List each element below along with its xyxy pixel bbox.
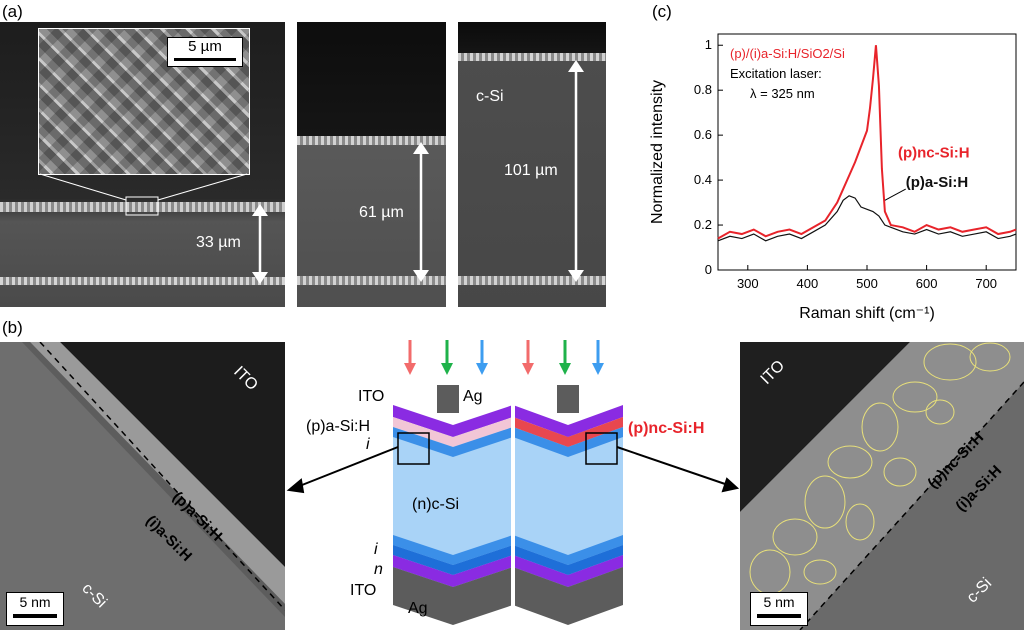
tem-left-scale-bar: [13, 614, 57, 618]
bottom-surface-band: [0, 277, 285, 285]
tem-left-layers: [22, 342, 285, 617]
zoom-arrows: [286, 446, 740, 494]
thickness-101-label: 101 µm: [504, 162, 558, 179]
schematic-ito-top-label: ITO: [358, 388, 385, 405]
top-surface-band: [297, 136, 446, 145]
cell-schematic: [286, 340, 740, 625]
inset-scale-label: 5 µm: [188, 38, 222, 55]
panel-c-label: (c): [652, 2, 672, 21]
thickness-101-arrow: [568, 60, 584, 282]
top-surface-band: [458, 53, 606, 61]
device-left: [393, 385, 513, 625]
schematic-p-ncsi-label: (p)nc-Si:H: [628, 420, 705, 437]
laser-annotation: Excitation laser:: [730, 66, 822, 81]
y-tick-label: 0.6: [694, 127, 712, 142]
tem-right-scale-bar: [757, 614, 801, 618]
device-right: [513, 385, 623, 625]
inset-scale-bar: [174, 58, 236, 61]
thickness-61-arrow: [413, 142, 429, 282]
tem-right-scale-label: 5 nm: [763, 594, 795, 610]
tem-right-layers: [740, 342, 1024, 630]
schematic-n-bot-label: n: [374, 561, 383, 578]
sem-inset: 5 µm: [38, 28, 250, 175]
tem-left-scale-box: 5 nm: [6, 592, 64, 626]
schematic-i-top-label: i: [366, 436, 370, 453]
tem-left-scale-label: 5 nm: [19, 594, 51, 610]
x-axis-label: Raman shift (cm⁻¹): [799, 305, 935, 322]
csi-label: c-Si: [476, 88, 504, 105]
y-tick-label: 0.4: [694, 172, 712, 187]
schematic-ag-bot-label: Ag: [408, 600, 428, 617]
y-tick-label: 1: [705, 37, 712, 52]
schematic-p-asi-label: (p)a-Si:H: [306, 418, 371, 435]
light-arrows: [404, 340, 604, 375]
y-tick-label: 0: [705, 262, 712, 277]
thickness-61-label: 61 µm: [359, 204, 404, 221]
lambda-annotation: λ = 325 nm: [750, 86, 815, 101]
schematic-ag-top-label: Ag: [463, 388, 483, 405]
sem-image-61um: 61 µm: [297, 22, 446, 307]
y-tick-label: 0.8: [694, 82, 712, 97]
schematic-nc-si-label: (n)c-Si: [412, 496, 460, 513]
panel-b-label: (b): [2, 318, 23, 337]
x-tick-label: 400: [797, 276, 819, 291]
series-label-pasi: (p)a-Si:H: [906, 174, 969, 191]
series-label-pnc: (p)nc-Si:H: [898, 145, 970, 162]
thickness-33-label: 33 µm: [196, 234, 241, 251]
series-line: [717, 45, 1017, 240]
schematic-ito-bot-label: ITO: [350, 582, 377, 599]
x-tick-label: 700: [975, 276, 997, 291]
series-line: [717, 195, 1017, 242]
y-tick-label: 0.2: [694, 217, 712, 232]
nanocrystal-outlines: [749, 342, 1011, 595]
raman-chart: 300 400 500 600 700 0 0.2 0.4 0.6 0.8 1 Raman shift…: [649, 33, 1017, 322]
bottom-surface-band: [297, 276, 446, 285]
sem-image-101um: c-Si 101 µm: [458, 22, 606, 307]
bottom-surface-band: [458, 276, 606, 285]
top-surface-band: [0, 202, 285, 212]
sem-image-33um: 5 µm 33 µm: [0, 22, 285, 307]
inset-zoom-lines: [39, 173, 268, 284]
series-pointer: [884, 188, 906, 201]
sample-annotation: (p)/(i)a-Si:H/SiO2/Si: [730, 46, 845, 61]
y-axis-label: Normalized intensity: [649, 80, 666, 224]
tem-right: ITO (p)nc-Si:H (i)a-Si:H c-Si 5 nm: [740, 342, 1024, 630]
x-tick-label: 500: [856, 276, 878, 291]
x-tick-label: 600: [916, 276, 938, 291]
panel-a-label: (a): [2, 2, 23, 21]
tem-right-scale-box: 5 nm: [750, 592, 808, 626]
inset-scale-box: 5 µm: [167, 37, 243, 67]
x-tick-label: 300: [737, 276, 759, 291]
schematic-i-bot-label: i: [374, 541, 378, 558]
tem-left: ITO (p)a-Si:H (i)a-Si:H c-Si 5 nm: [0, 342, 285, 630]
